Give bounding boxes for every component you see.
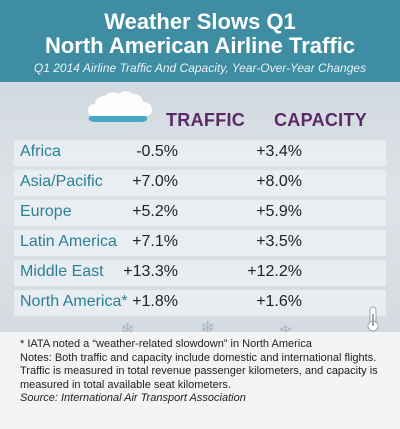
capacity-value: +1.6%: [256, 293, 302, 310]
capacity-value: +3.5%: [256, 233, 302, 250]
traffic-value: +7.1%: [132, 233, 178, 250]
region-label: Latin America: [20, 233, 117, 250]
footer-panel: [0, 332, 400, 429]
column-heading-traffic: TRAFFIC: [166, 110, 246, 130]
capacity-value: +5.9%: [256, 203, 302, 220]
traffic-value: +7.0%: [132, 173, 178, 190]
capacity-value: +12.2%: [247, 263, 302, 280]
table-row: Europe +5.2% +5.9%: [14, 200, 386, 226]
thermometer-icon: [366, 306, 380, 332]
capacity-value: +8.0%: [256, 173, 302, 190]
traffic-value: -0.5%: [136, 143, 178, 160]
traffic-value: +1.8%: [132, 293, 178, 310]
region-label: Middle East: [20, 263, 104, 280]
title-line-1: Weather Slows Q1: [104, 9, 296, 34]
table-row: Africa -0.5% +3.4%: [14, 140, 386, 166]
capacity-value: +3.4%: [256, 143, 302, 160]
traffic-value: +5.2%: [132, 203, 178, 220]
source-line: Source: International Air Transport Asso…: [20, 392, 246, 404]
header-banner: Weather Slows Q1 North American Airline …: [0, 0, 400, 82]
title-line-2: North American Airline Traffic: [44, 33, 356, 58]
region-label: Europe: [20, 203, 72, 220]
region-label: Africa: [20, 143, 61, 160]
table-row: Middle East +13.3% +12.2%: [14, 260, 386, 286]
table-row: Asia/Pacific +7.0% +8.0%: [14, 170, 386, 196]
title: Weather Slows Q1 North American Airline …: [0, 10, 400, 58]
notes-text: Notes: Both traffic and capacity include…: [20, 351, 378, 391]
table-row: Latin America +7.1% +3.5%: [14, 230, 386, 256]
cloud-icon: [84, 86, 156, 126]
column-heading-capacity: CAPACITY: [274, 110, 368, 130]
notes-block: * IATA noted a “weather-related slowdown…: [20, 338, 392, 406]
region-label: North America*: [20, 293, 128, 310]
traffic-value: +13.3%: [123, 263, 178, 280]
subtitle: Q1 2014 Airline Traffic And Capacity, Ye…: [33, 61, 367, 75]
data-table: Africa -0.5% +3.4% Asia/Pacific +7.0% +8…: [0, 140, 400, 320]
region-label: Asia/Pacific: [20, 173, 103, 190]
table-row: North America* +1.8% +1.6%: [14, 290, 386, 316]
footnote: * IATA noted a “weather-related slowdown…: [20, 338, 312, 350]
